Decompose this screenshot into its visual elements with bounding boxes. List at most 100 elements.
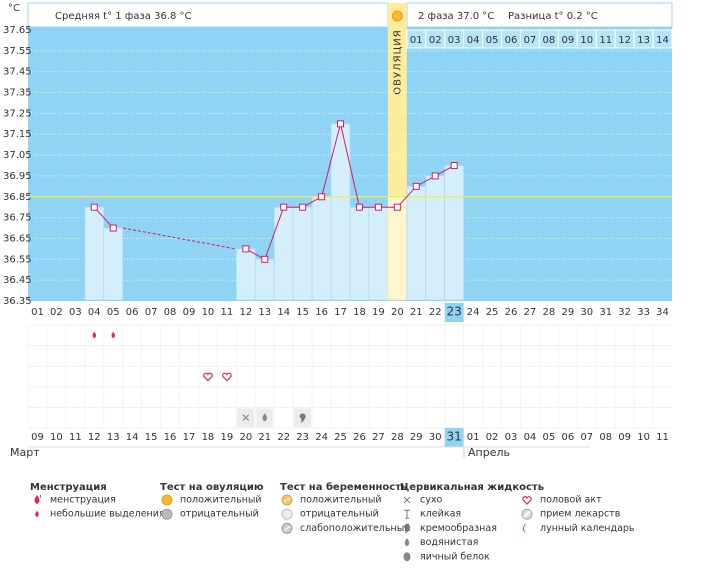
legend-title: Менструация [30, 482, 107, 493]
cycle-day-label: 04 [88, 307, 101, 318]
post-ovulation-day: 03 [448, 35, 461, 46]
cycle-day-label: 12 [239, 307, 252, 318]
gap-connector [123, 227, 236, 250]
y-tick-label: 36.35 [3, 296, 32, 307]
y-tick-label: 37.45 [3, 67, 32, 78]
cycle-day-label: 07 [145, 307, 158, 318]
date-label: 03 [505, 432, 518, 443]
icon-heart [222, 372, 232, 382]
legend-label: прием лекарств [540, 509, 621, 520]
day-bar [425, 175, 446, 301]
legend-label: яичный белок [420, 551, 490, 562]
day-bar [406, 185, 427, 301]
icon-creamy [299, 413, 306, 423]
selected-day [444, 303, 464, 322]
cycle-day-label: 06 [126, 307, 139, 318]
icon-drop [34, 495, 40, 504]
difference: Разница t° 0.2 °C [508, 11, 598, 22]
date-label: 08 [599, 432, 612, 443]
date-label: 09 [618, 432, 631, 443]
date-label: 10 [637, 432, 650, 443]
day-bar [387, 206, 408, 301]
post-ovulation-day: 07 [524, 35, 537, 46]
temperature-point [393, 203, 401, 211]
cycle-day-label: 28 [543, 307, 556, 318]
icon-stripe [283, 525, 291, 531]
date-label: 12 [88, 432, 101, 443]
date-label: 24 [315, 432, 328, 443]
legend-label: водянистая [420, 537, 478, 548]
temperature-point [109, 224, 117, 232]
day-bar [103, 227, 124, 301]
legend-label: положительный [180, 495, 262, 506]
cycle-day-label: 01 [31, 307, 44, 318]
temperature-point [299, 203, 307, 211]
date-label: 23 [296, 432, 309, 443]
y-tick-label: 37.15 [3, 129, 32, 140]
phase2-summary: 2 фаза 37.0 °C [418, 11, 494, 22]
legend-label: кремообразная [420, 523, 497, 534]
layer: ОВУЛЯЦИЯ 01 02 03 04 05 06 07 08 09 10 11 12 13 14 36.3… [3, 3, 673, 562]
legend-label: лунный календарь [540, 523, 635, 534]
cycle-day-label: 31 [599, 307, 612, 318]
icon-stripe [283, 497, 291, 503]
icon-drop [262, 413, 268, 422]
cycle-day-label: 25 [486, 307, 499, 318]
icon-creamy [403, 524, 410, 534]
cycle-day-label: 26 [505, 307, 518, 318]
legend-label: сухо [420, 495, 442, 506]
temperature-point [261, 255, 269, 263]
date-label: 26 [353, 432, 366, 443]
date-label: 04 [524, 432, 537, 443]
cycle-day-label: 20 [391, 307, 404, 318]
y-tick-label: 36.95 [3, 171, 32, 182]
temperature-point [450, 162, 458, 169]
date-label: 28 [391, 432, 404, 443]
legend-label: слабоположительный [300, 523, 410, 534]
temperature-point [355, 203, 363, 211]
date-label: 06 [561, 432, 574, 443]
temperature-point [412, 182, 420, 190]
date-label: 20 [239, 432, 252, 443]
legend-label: клейкая [420, 509, 461, 520]
post-ovulation-day: 13 [637, 35, 650, 46]
selected-date [444, 428, 464, 447]
day-bar [254, 258, 275, 301]
icon-heart [522, 496, 532, 505]
date-label: 18 [202, 432, 215, 443]
temperature-point [242, 245, 250, 253]
icon-test [281, 508, 293, 520]
temperature-point [337, 120, 345, 128]
y-tick-label: 37.05 [3, 150, 32, 161]
cycle-day-label: 13 [258, 307, 271, 318]
icon-test [161, 508, 173, 520]
post-ovulation-day: 12 [618, 35, 631, 46]
icon-eggwhite [403, 552, 411, 562]
icon-stripe [523, 510, 531, 518]
date-label: 15 [145, 432, 158, 443]
day-bar [349, 206, 370, 301]
date-label: 11 [656, 432, 669, 443]
cycle-day-label: 08 [164, 307, 177, 318]
icon-test [161, 494, 173, 506]
y-tick-label: 37.25 [3, 108, 32, 119]
icon-sticky [404, 509, 410, 519]
post-ovulation-day: 09 [561, 35, 574, 46]
temperature-point [280, 203, 288, 211]
post-ovulation-day: 05 [486, 35, 499, 46]
legend-group: Менструация менструация небольшие выделени… [30, 482, 165, 520]
phase1-header [27, 2, 389, 28]
date-label: 27 [372, 432, 385, 443]
date-label: 11 [69, 432, 82, 443]
legend-title: Цервикальная жидкость [400, 482, 544, 493]
legend-group: Тест на беременность положительный отрицат… [280, 481, 410, 534]
cycle-day-label: 24 [467, 307, 480, 318]
day-bar [368, 206, 389, 301]
y-tick-label: 37.35 [3, 88, 32, 99]
legend-label: небольшие выделения [50, 509, 165, 520]
cycle-day-label: 09 [183, 307, 196, 318]
cycle-day-label: 23 [447, 305, 462, 319]
ovulation-icon [391, 10, 403, 22]
cycle-day-label: 17 [334, 307, 347, 318]
date-label: 10 [50, 432, 63, 443]
